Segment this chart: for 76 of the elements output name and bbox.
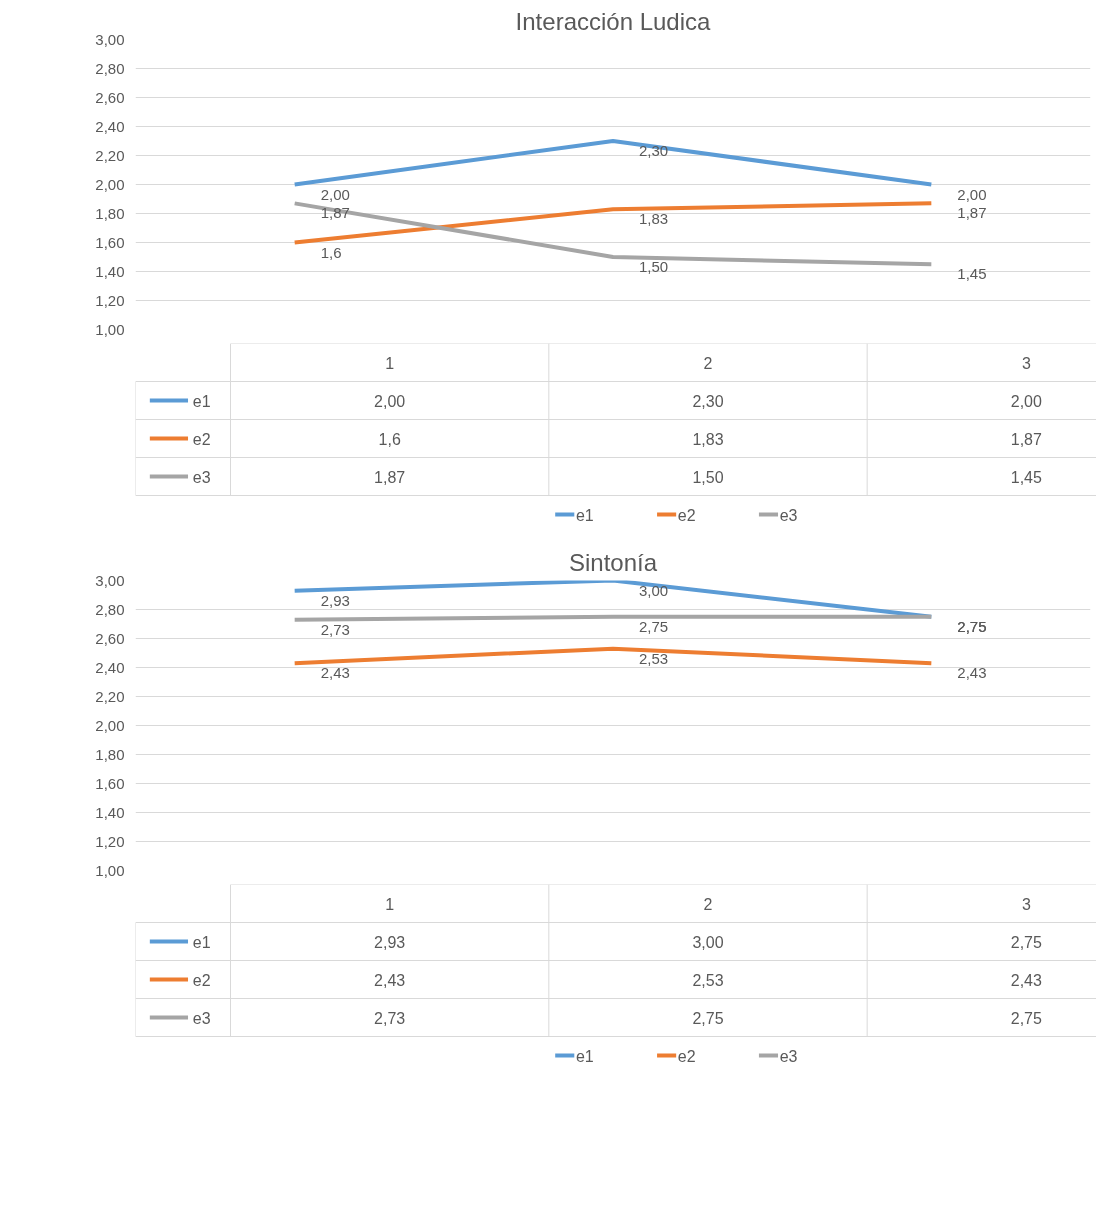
text: 2,43 bbox=[320, 664, 350, 682]
y-tick-label: 2,40 bbox=[95, 117, 125, 135]
text: 2,93 bbox=[320, 591, 350, 609]
y-tick-label: 2,60 bbox=[95, 629, 125, 647]
data-label: 1,87 bbox=[1010, 430, 1043, 448]
y-tick-label: 2,20 bbox=[95, 146, 125, 164]
data-label: 2,75 bbox=[1010, 1009, 1043, 1027]
text: e1 bbox=[575, 506, 594, 524]
text: 1,6 bbox=[320, 243, 342, 261]
x-tick-label: 1 bbox=[385, 895, 395, 913]
data-label: 2,00 bbox=[1010, 392, 1043, 410]
data-label: 1,50 bbox=[692, 468, 724, 486]
legend-label: e2 bbox=[192, 971, 211, 989]
data-label: 2,00 bbox=[374, 392, 406, 410]
y-tick-label: 1,20 bbox=[95, 832, 125, 850]
y-tick-label: 1,00 bbox=[95, 861, 125, 879]
data-label: 2,93 bbox=[374, 933, 406, 951]
text: 3,00 bbox=[639, 581, 669, 599]
data-label: 1,83 bbox=[692, 430, 724, 448]
text: 2,00 bbox=[320, 185, 350, 203]
text: 1,87 bbox=[320, 204, 350, 222]
y-tick-label: 1,40 bbox=[95, 262, 125, 280]
text: 2,75 bbox=[957, 617, 987, 635]
y-tick-label: 3,00 bbox=[95, 571, 125, 589]
text: 1,83 bbox=[639, 210, 669, 228]
x-tick-label: 2 bbox=[703, 354, 713, 372]
y-tick-label: 2,00 bbox=[95, 175, 125, 193]
data-label: 2,53 bbox=[692, 971, 724, 989]
legend-label: e1 bbox=[192, 392, 211, 410]
y-tick-label: 1,60 bbox=[95, 233, 125, 251]
data-label: 2,73 bbox=[374, 1009, 406, 1027]
y-tick-label: 1,80 bbox=[95, 745, 125, 763]
text: 1,50 bbox=[639, 258, 669, 275]
x-tick-label: 3 bbox=[1021, 895, 1031, 913]
y-tick-label: 2,20 bbox=[95, 687, 125, 705]
text: 1,87 bbox=[957, 204, 987, 222]
chart-title: Sintonía bbox=[568, 548, 658, 576]
text: e3 bbox=[779, 506, 798, 524]
y-tick-label: 1,20 bbox=[95, 291, 125, 309]
legend-label: e3 bbox=[192, 1009, 211, 1027]
text: e3 bbox=[779, 1047, 798, 1065]
x-tick-label: 3 bbox=[1021, 354, 1031, 372]
x-tick-label: 2 bbox=[703, 895, 713, 913]
text: 2,73 bbox=[320, 620, 350, 638]
y-tick-label: 2,00 bbox=[95, 716, 125, 734]
legend-label: e1 bbox=[192, 933, 211, 951]
text: 2,00 bbox=[957, 185, 987, 203]
y-tick-label: 2,60 bbox=[95, 88, 125, 106]
y-tick-label: 1,40 bbox=[95, 803, 125, 821]
y-tick-label: 2,80 bbox=[95, 59, 125, 77]
chart-title: Interacción Ludica bbox=[515, 7, 712, 35]
data-label: 3,00 bbox=[692, 933, 724, 951]
text: 2,53 bbox=[639, 649, 669, 667]
text: 2,43 bbox=[957, 664, 987, 682]
data-label: 1,87 bbox=[374, 468, 406, 486]
data-label: 2,43 bbox=[374, 971, 406, 989]
text: e1 bbox=[575, 1047, 594, 1065]
x-tick-label: 1 bbox=[385, 354, 395, 372]
y-tick-label: 2,80 bbox=[95, 600, 125, 618]
data-label: 2,75 bbox=[692, 1009, 724, 1027]
y-tick-label: 1,60 bbox=[95, 774, 125, 792]
data-label: 1,6 bbox=[378, 430, 401, 448]
text: 1,45 bbox=[957, 265, 987, 283]
legend-label: e2 bbox=[192, 430, 211, 448]
data-label: 2,30 bbox=[692, 392, 724, 410]
data-label: 1,45 bbox=[1010, 468, 1043, 486]
y-tick-label: 1,00 bbox=[95, 320, 125, 338]
y-tick-label: 3,00 bbox=[95, 30, 125, 48]
text: e2 bbox=[677, 1047, 696, 1065]
y-tick-label: 1,80 bbox=[95, 204, 125, 222]
legend-label: e3 bbox=[192, 468, 211, 486]
text: e2 bbox=[677, 506, 696, 524]
data-label: 2,43 bbox=[1010, 971, 1043, 989]
y-tick-label: 2,40 bbox=[95, 658, 125, 676]
text: 2,75 bbox=[639, 617, 669, 635]
data-label: 2,75 bbox=[1010, 933, 1043, 951]
